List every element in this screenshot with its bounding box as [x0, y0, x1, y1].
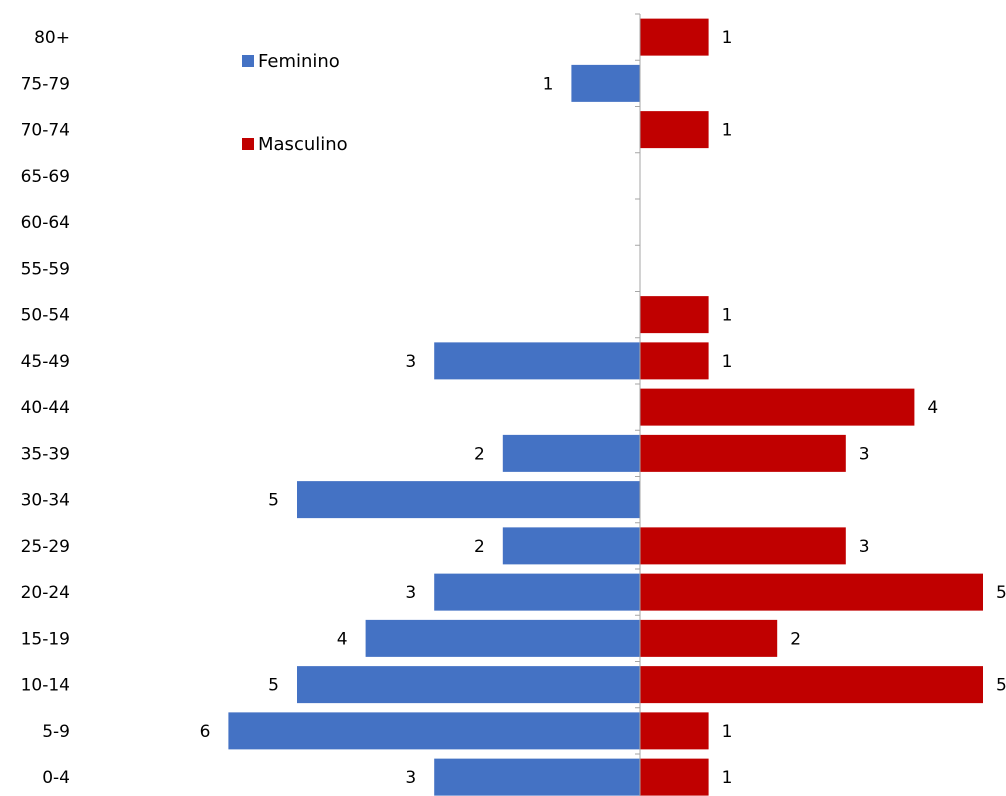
legend: Feminino Masculino: [242, 51, 348, 155]
category-label-60-64: 60-64: [21, 213, 70, 233]
category-label-50-54: 50-54: [21, 306, 70, 326]
category-label-20-24: 20-24: [21, 583, 70, 603]
bar-masculino-0-4: [640, 758, 709, 796]
category-label-30-34: 30-34: [21, 491, 70, 511]
bar-masculino-5-9: [640, 712, 709, 750]
bar-feminino-25-29: [502, 527, 640, 565]
value-label-masculino-80+: 1: [722, 28, 733, 48]
category-label-0-4: 0-4: [42, 768, 70, 788]
value-label-feminino-5-9: 6: [200, 722, 211, 742]
value-label-masculino-10-14: 5: [996, 676, 1006, 696]
category-label-5-9: 5-9: [42, 722, 70, 742]
category-label-10-14: 10-14: [21, 676, 70, 696]
value-label-masculino-70-74: 1: [722, 121, 733, 141]
legend-item-feminino: Feminino: [242, 51, 340, 72]
value-label-feminino-30-34: 5: [268, 491, 279, 511]
category-label-55-59: 55-59: [21, 259, 70, 279]
bar-feminino-15-19: [365, 619, 640, 657]
category-labels: 80+ 75-79 70-74 65-69 60-64 55-59 50-54 45-49 40…: [21, 28, 70, 788]
value-label-feminino-20-24: 3: [405, 583, 416, 603]
bar-masculino-40-44: [640, 388, 915, 426]
legend-label: Masculino: [258, 134, 348, 155]
value-label-masculino-0-4: 1: [722, 768, 733, 788]
bar-feminino-30-34: [297, 481, 640, 519]
bar-masculino-25-29: [640, 527, 846, 565]
value-label-masculino-40-44: 4: [927, 398, 938, 418]
bar-masculino-70-74: [640, 111, 709, 149]
category-label-65-69: 65-69: [21, 167, 70, 187]
value-label-feminino-0-4: 3: [405, 768, 416, 788]
bar-masculino-50-54: [640, 296, 709, 334]
category-label-45-49: 45-49: [21, 352, 70, 372]
value-label-masculino-45-49: 1: [722, 352, 733, 372]
value-label-feminino-10-14: 5: [268, 676, 279, 696]
bar-feminino-20-24: [434, 573, 640, 611]
category-label-15-19: 15-19: [21, 629, 70, 649]
bar-feminino-10-14: [297, 666, 640, 704]
value-label-feminino-15-19: 4: [337, 629, 348, 649]
category-label-80+: 80+: [34, 28, 70, 48]
category-label-25-29: 25-29: [21, 537, 70, 557]
category-label-40-44: 40-44: [21, 398, 70, 418]
value-label-masculino-5-9: 1: [722, 722, 733, 742]
bar-masculino-20-24: [640, 573, 983, 611]
bar-feminino-5-9: [228, 712, 640, 750]
bar-feminino-75-79: [571, 64, 640, 102]
legend-item-masculino: Masculino: [242, 134, 348, 155]
legend-swatch: [242, 138, 254, 150]
value-label-masculino-50-54: 1: [722, 306, 733, 326]
value-label-feminino-75-79: 1: [543, 74, 554, 94]
category-label-35-39: 35-39: [21, 444, 70, 464]
bar-masculino-35-39: [640, 434, 846, 472]
category-label-75-79: 75-79: [21, 74, 70, 94]
bar-feminino-45-49: [434, 342, 640, 380]
bars-group: [228, 18, 983, 796]
bar-masculino-45-49: [640, 342, 709, 380]
bar-masculino-80+: [640, 18, 709, 56]
value-label-feminino-45-49: 3: [405, 352, 416, 372]
value-label-masculino-20-24: 5: [996, 583, 1006, 603]
legend-label: Feminino: [258, 51, 340, 72]
value-label-feminino-25-29: 2: [474, 537, 485, 557]
bar-feminino-0-4: [434, 758, 640, 796]
center-axis: [635, 13, 641, 796]
value-label-masculino-25-29: 3: [859, 537, 870, 557]
value-label-feminino-35-39: 2: [474, 444, 485, 464]
bar-feminino-35-39: [502, 434, 640, 472]
value-label-masculino-15-19: 2: [790, 629, 801, 649]
category-label-70-74: 70-74: [21, 121, 70, 141]
bar-masculino-10-14: [640, 666, 983, 704]
legend-swatch: [242, 55, 254, 67]
value-labels: 1 1 1 1 3 1 4 2 3 5 2 3 3 5 4 2 5 5 6 1 3 1: [200, 28, 1006, 788]
value-label-masculino-35-39: 3: [859, 444, 870, 464]
bar-masculino-15-19: [640, 619, 778, 657]
